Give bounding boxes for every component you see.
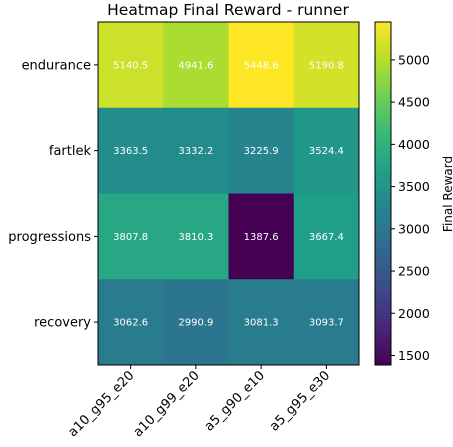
colorbar-tick-label: 3500 xyxy=(398,179,430,194)
cell-value-label: 3062.6 xyxy=(113,318,148,329)
cell-value-label: 3225.9 xyxy=(244,146,279,157)
plot-frame xyxy=(97,21,360,366)
cell-value-label: 3667.4 xyxy=(309,232,344,243)
cell-value-label: 5140.5 xyxy=(113,60,148,71)
colorbar-ticks: 1500 2000 2500 3000 3500 4000 4500 5000 xyxy=(391,52,430,363)
column-tick-label: a10_g99_e20 xyxy=(131,368,203,440)
chart-title: Heatmap Final Reward - runner xyxy=(107,1,349,19)
colorbar xyxy=(374,21,392,366)
row-tick-label: fartlek xyxy=(49,144,92,159)
heatmap-cell xyxy=(228,107,295,194)
heatmap-cell xyxy=(163,107,229,194)
colorbar-tick-label: 5000 xyxy=(398,52,430,67)
heatmap-cell xyxy=(293,193,360,280)
colorbar-label: Final Reward xyxy=(441,156,453,232)
cell-value-label: 2990.9 xyxy=(178,318,213,329)
row-tick-label: recovery xyxy=(34,316,91,331)
heatmap-cell xyxy=(163,193,229,280)
heatmap-cell xyxy=(98,193,164,280)
heatmap-cell xyxy=(293,22,360,109)
column-tick-label: a5_g95_e30 xyxy=(267,368,333,434)
heatmap-cell xyxy=(98,107,164,194)
heatmap-cell xyxy=(163,279,229,366)
cell-value-label: 5190.8 xyxy=(309,60,344,71)
colorbar-tick-label: 4500 xyxy=(398,95,430,110)
cell-value-label: 3081.3 xyxy=(244,318,279,329)
heatmap-cell xyxy=(293,107,360,194)
colorbar-tick-label: 4000 xyxy=(398,137,430,152)
heatmap-cell xyxy=(293,279,360,366)
colorbar-tick-label: 2000 xyxy=(398,306,430,321)
heatmap-cell xyxy=(98,22,164,109)
column-tick-label: a10_g95_e20 xyxy=(65,368,137,440)
colorbar-tick-label: 1500 xyxy=(398,348,430,363)
heatmap-cell xyxy=(228,193,295,280)
heatmap-cell xyxy=(228,279,295,366)
row-tick-label: endurance xyxy=(22,58,91,73)
heatmap-value-labels: 5140.5 4941.6 5448.6 5190.8 3363.5 3332.2 3225… xyxy=(113,60,344,328)
cell-value-label: 3810.3 xyxy=(178,232,213,243)
cell-value-label: 3524.4 xyxy=(309,146,344,157)
heatmap-cell xyxy=(163,22,229,109)
colorbar-tick-label: 2500 xyxy=(398,264,430,279)
column-tick-label: a5_g90_e10 xyxy=(202,368,268,434)
heatmap-cell xyxy=(228,22,295,109)
row-tick-labels: endurance fartlek progressions recovery xyxy=(8,58,98,331)
row-tick-label: progressions xyxy=(8,230,91,245)
cell-value-label: 1387.6 xyxy=(244,232,279,243)
cell-value-label: 3807.8 xyxy=(113,232,148,243)
cell-value-label: 3363.5 xyxy=(113,146,148,157)
heatmap-cells xyxy=(98,22,360,366)
colorbar-tick-label: 3000 xyxy=(398,221,430,236)
cell-value-label: 4941.6 xyxy=(178,60,213,71)
cell-value-label: 3332.2 xyxy=(178,146,213,157)
cell-value-label: 5448.6 xyxy=(244,60,279,71)
cell-value-label: 3093.7 xyxy=(309,318,344,329)
heatmap-cell xyxy=(98,279,164,366)
